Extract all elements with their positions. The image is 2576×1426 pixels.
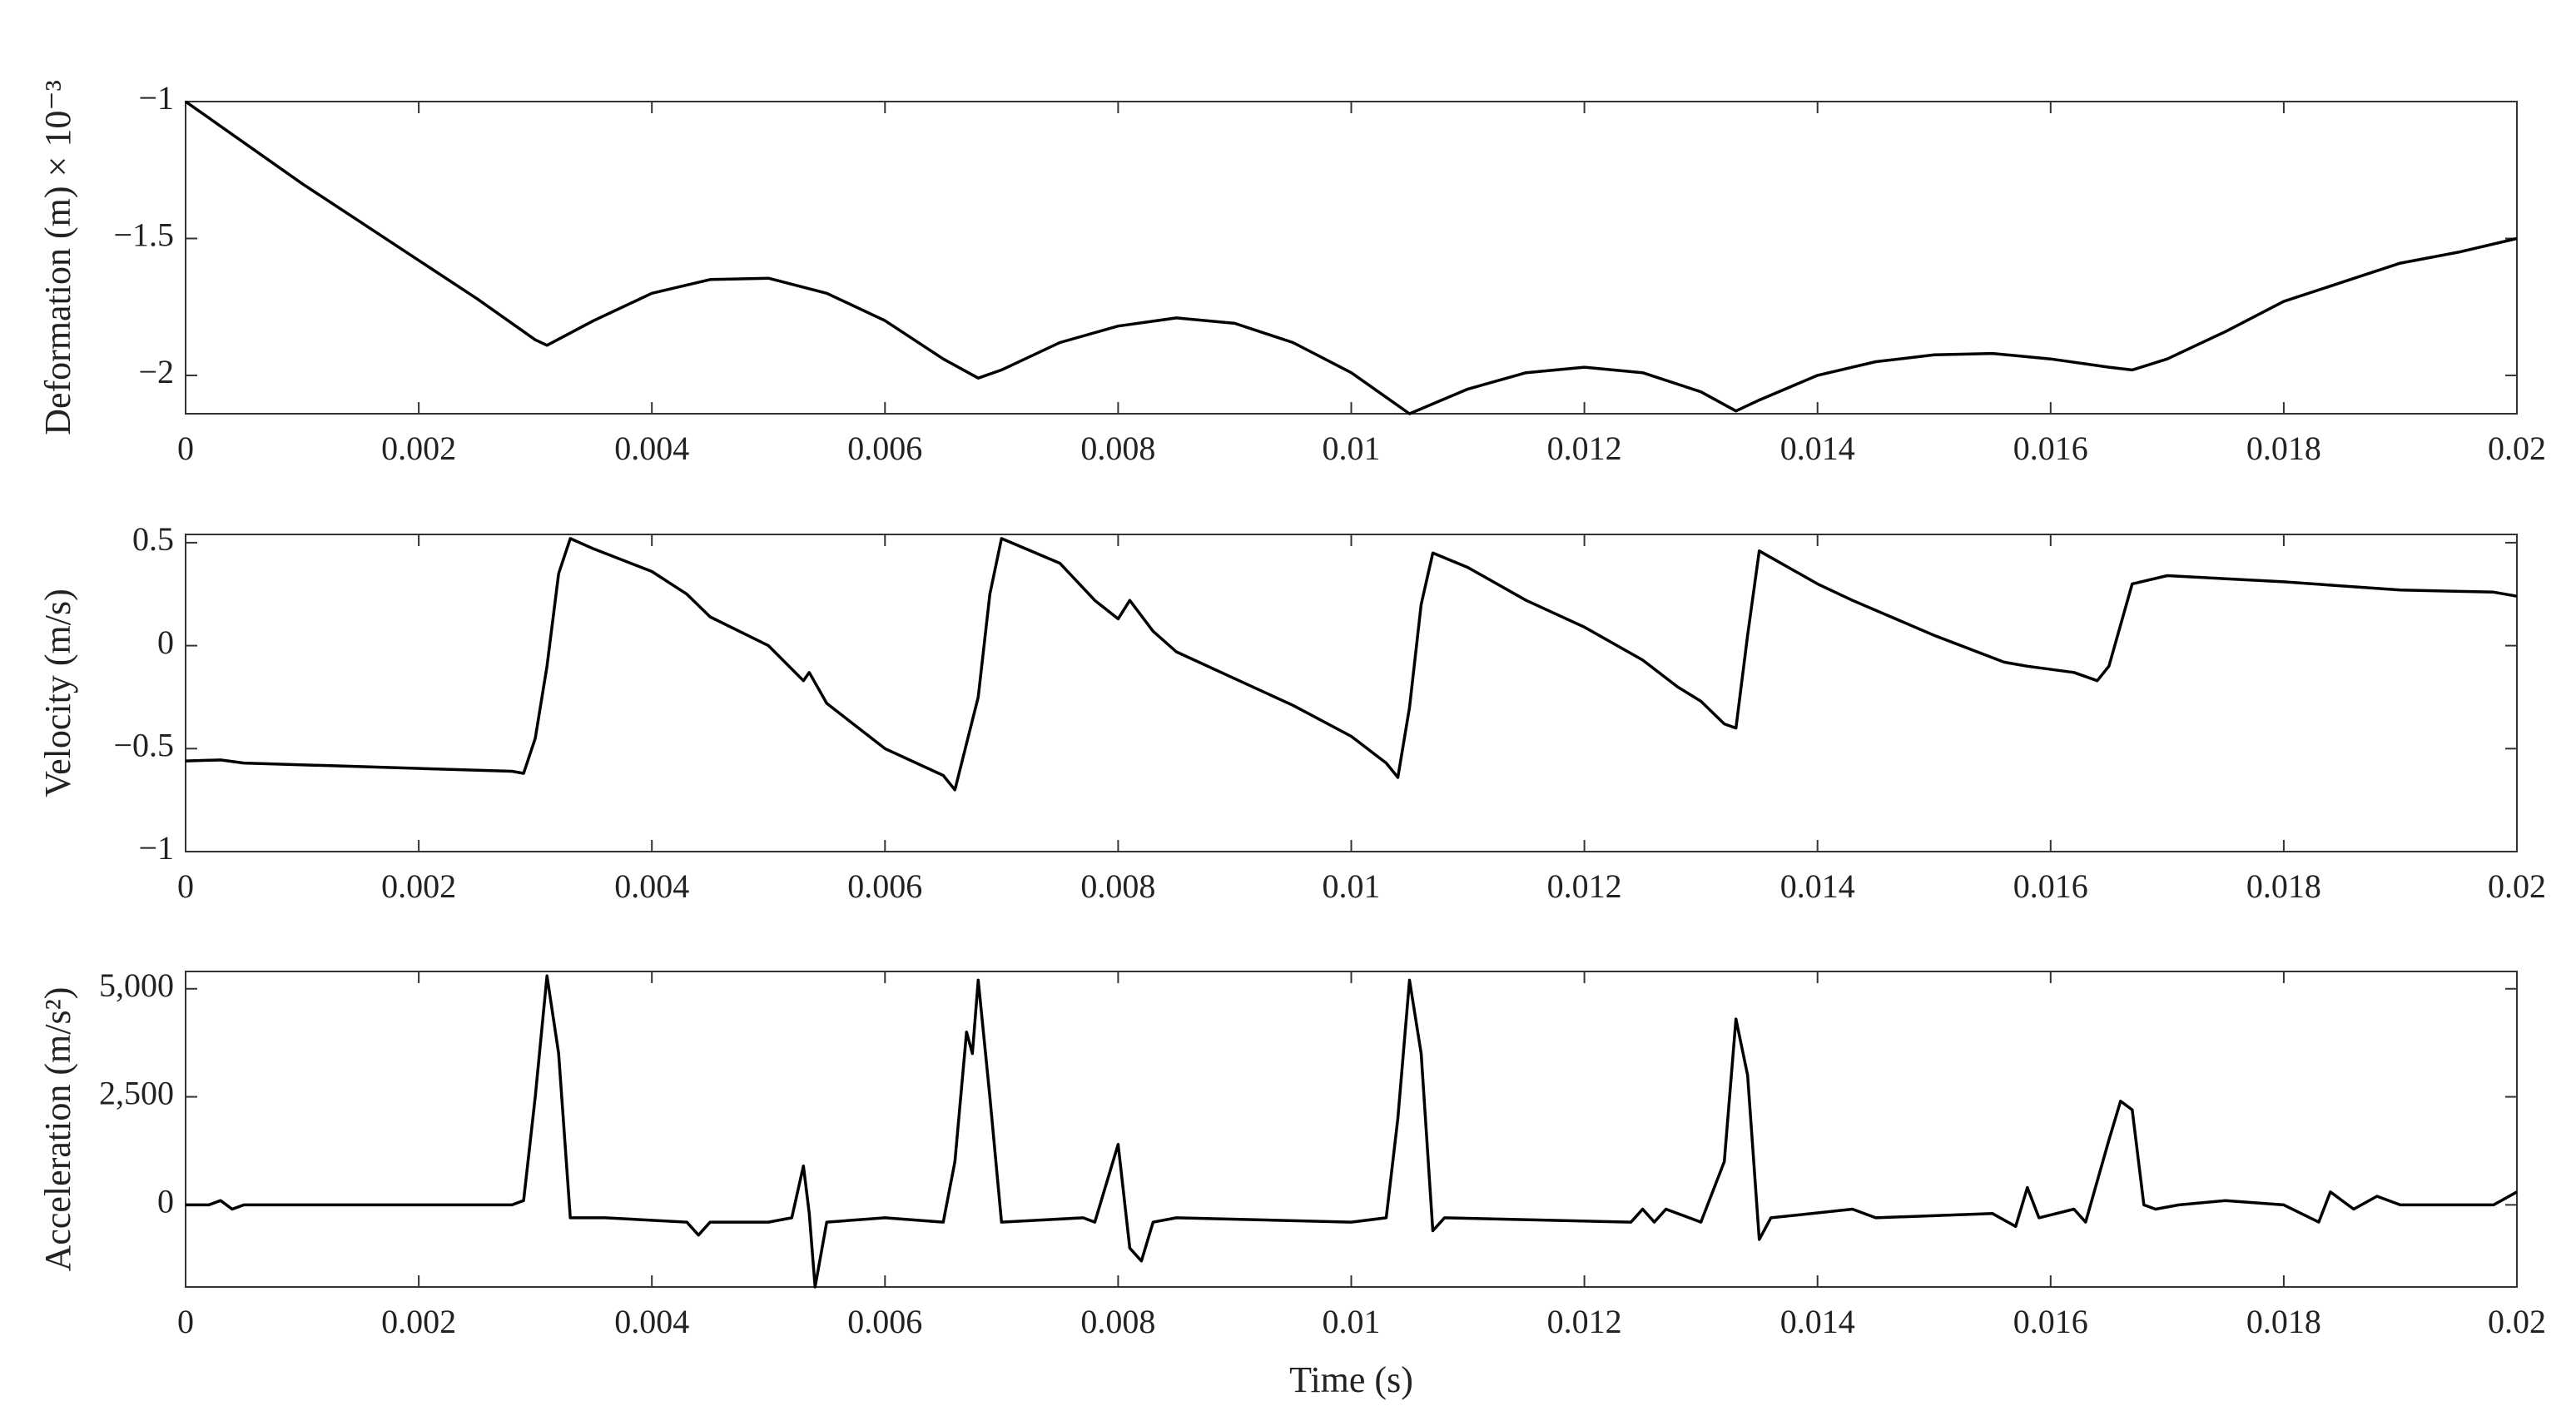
plot-frame xyxy=(185,101,2518,415)
y-tick-label: −2 xyxy=(138,353,174,390)
y-axis-label: Deformation (m) × 10⁻³ xyxy=(37,80,78,435)
y-axis-label: Velocity (m/s) xyxy=(37,589,78,797)
x-tick-label: 0.018 xyxy=(2246,1303,2321,1340)
x-tick-label: 0.012 xyxy=(1547,867,1622,905)
x-tick-label: 0 xyxy=(177,1303,194,1340)
x-tick-label: 0.02 xyxy=(2488,1303,2546,1340)
x-tick-label: 0.02 xyxy=(2488,430,2546,467)
x-tick-label: 0.01 xyxy=(1323,430,1381,467)
y-axis-label: Acceleration (m/s²) xyxy=(37,987,78,1272)
y-tick-label: 0 xyxy=(157,1183,174,1220)
y-tick-label: −0.5 xyxy=(113,726,174,763)
x-tick-label: 0.018 xyxy=(2246,430,2321,467)
x-tick-label: 0.004 xyxy=(614,867,689,905)
x-tick-label: 0.012 xyxy=(1547,1303,1622,1340)
x-tick-label: 0.006 xyxy=(847,867,922,905)
x-tick-label: 0.012 xyxy=(1547,430,1622,467)
x-tick-label: 0.006 xyxy=(847,1303,922,1340)
y-tick-label: 5,000 xyxy=(99,966,174,1004)
x-tick-label: 0.01 xyxy=(1323,1303,1381,1340)
plot-frame xyxy=(185,971,2518,1288)
x-tick-label: 0.006 xyxy=(847,430,922,467)
y-tick-label: −1 xyxy=(138,829,174,867)
x-tick-label: 0.018 xyxy=(2246,867,2321,905)
y-tick-label: 0 xyxy=(157,624,174,661)
x-tick-label: 0 xyxy=(177,867,194,905)
x-tick-label: 0.016 xyxy=(2013,867,2088,905)
x-tick-label: 0.02 xyxy=(2488,867,2546,905)
y-tick-label: 2,500 xyxy=(99,1075,174,1112)
y-tick-label: −1.5 xyxy=(113,216,174,254)
x-tick-label: 0.008 xyxy=(1080,430,1155,467)
data-line xyxy=(186,974,2518,1289)
y-tick-label: 0.5 xyxy=(132,520,174,558)
x-tick-label: 0.008 xyxy=(1080,867,1155,905)
x-tick-label: 0.008 xyxy=(1080,1303,1155,1340)
x-axis-label: Time (s) xyxy=(1289,1359,1413,1400)
x-tick-label: 0.014 xyxy=(1780,1303,1855,1340)
x-tick-label: 0.004 xyxy=(614,1303,689,1340)
x-tick-label: 0.002 xyxy=(381,1303,456,1340)
x-tick-label: 0 xyxy=(177,430,194,467)
x-tick-label: 0.016 xyxy=(2013,430,2088,467)
x-tick-label: 0.002 xyxy=(381,867,456,905)
plot-frame xyxy=(185,534,2518,852)
x-tick-label: 0.016 xyxy=(2013,1303,2088,1340)
y-tick-label: −1 xyxy=(138,79,174,117)
data-line xyxy=(185,537,2518,792)
x-tick-label: 0.01 xyxy=(1323,867,1381,905)
x-tick-label: 0.014 xyxy=(1780,867,1855,905)
x-tick-label: 0.004 xyxy=(614,430,689,467)
data-line xyxy=(184,100,2518,415)
x-tick-label: 0.014 xyxy=(1780,430,1855,467)
x-tick-label: 0.002 xyxy=(381,430,456,467)
